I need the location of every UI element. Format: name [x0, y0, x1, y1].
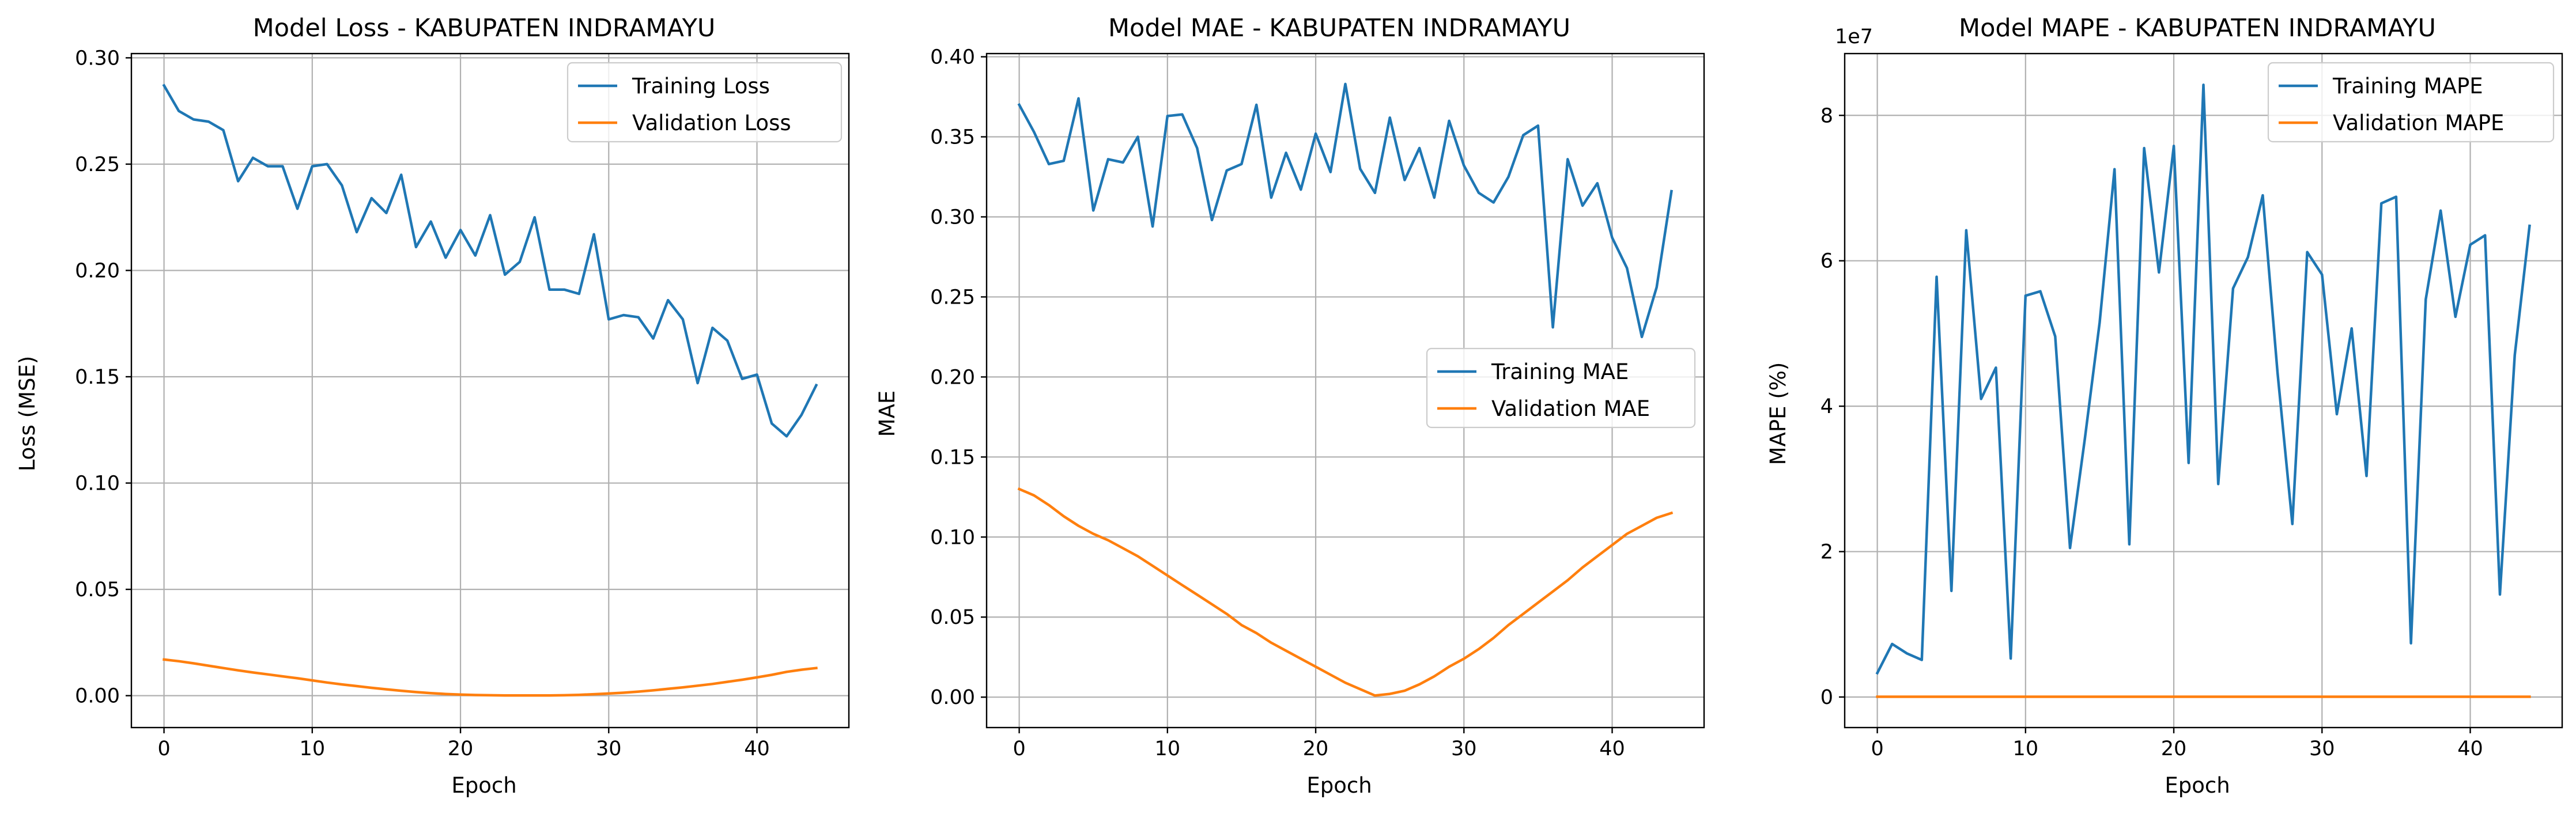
mape-legend: Training MAPE Validation MAPE: [2267, 62, 2555, 143]
mape-ytick-label: 8: [1820, 104, 1833, 127]
loss-series-line-0: [162, 84, 818, 438]
mape-xtick-label: 30: [2309, 737, 2335, 760]
loss-grid: [131, 54, 849, 728]
mae-series: [1017, 82, 1674, 697]
mae-series-line-0: [1017, 82, 1673, 339]
mape-chart: Model MAPE - KABUPATEN INDRAMAYU Epoch M…: [1766, 14, 2563, 798]
mae-ytick-label: 0.00: [930, 686, 975, 709]
mae-series-line-1: [1017, 487, 1674, 697]
mape-xtick-label: 10: [2013, 737, 2039, 760]
loss-ytick-label: 0.20: [75, 259, 120, 282]
mae-ytick-label: 0.30: [930, 206, 975, 229]
mae-xtick-label: 20: [1303, 737, 1329, 760]
loss-legend-label-0: Training Loss: [632, 74, 770, 99]
mape-ytick-label: 0: [1820, 686, 1833, 709]
mape-xtick-label: 20: [2161, 737, 2187, 760]
loss-legend-label-1: Validation Loss: [632, 111, 791, 135]
mae-ytick-label: 0.35: [930, 126, 975, 149]
mae-chart-title: Model MAE - KABUPATEN INDRAMAYU: [1108, 14, 1570, 43]
mae-plot-frame: [985, 52, 1705, 729]
loss-ytick-label: 0.10: [75, 472, 120, 495]
loss-ytick-label: 0.15: [75, 366, 120, 389]
mae-chart-ylabel: MAE: [875, 391, 900, 437]
loss-chart-title: Model Loss - KABUPATEN INDRAMAYU: [253, 14, 716, 43]
mae-ytick-label: 0.05: [930, 606, 975, 629]
mae-xtick-label: 0: [1013, 737, 1025, 760]
mae-ytick-label: 0.10: [930, 526, 975, 549]
mape-legend-label-1: Validation MAPE: [2333, 111, 2504, 135]
loss-plot-frame: [130, 52, 850, 729]
mape-ytick-label: 4: [1820, 395, 1833, 418]
mae-ytick-label: 0.40: [930, 46, 975, 69]
mape-plot-frame: [1844, 52, 2563, 729]
mae-legend-label-1: Validation MAE: [1491, 396, 1650, 421]
mae-ytick-label: 0.20: [930, 366, 975, 389]
mae-ytick-label: 0.25: [930, 286, 975, 309]
mape-chart-offset: 1e7: [1835, 25, 1873, 48]
mae-xtick-label: 40: [1599, 737, 1625, 760]
loss-legend-box: [566, 62, 843, 143]
mape-series: [1875, 84, 2531, 698]
loss-xtick-label: 40: [744, 737, 770, 760]
mae-legend-box: [1426, 347, 1696, 429]
loss-series-line-1: [163, 658, 818, 697]
mape-xtick-label: 0: [1871, 737, 1883, 760]
loss-ytick-label: 0.05: [75, 578, 120, 601]
mape-ytick-label: 2: [1820, 541, 1833, 564]
loss-ytick-label: 0.25: [75, 153, 120, 176]
mape-legend-label-0: Training MAPE: [2332, 74, 2483, 99]
mape-legend-box: [2267, 62, 2555, 143]
mae-legend-label-0: Training MAE: [1491, 359, 1629, 384]
loss-ytick-label: 0.30: [75, 47, 120, 70]
mae-chart-xlabel: Epoch: [1306, 773, 1372, 798]
mae-xtick-label: 10: [1155, 737, 1181, 760]
loss-xtick-label: 0: [157, 737, 170, 760]
mape-chart-ylabel: MAPE (%): [1766, 362, 1791, 465]
loss-xtick-label: 10: [300, 737, 326, 760]
mae-ytick-label: 0.15: [930, 446, 975, 469]
mape-series-line-0: [1875, 84, 2531, 675]
mae-xtick-label: 30: [1451, 737, 1477, 760]
loss-xtick-label: 20: [448, 737, 474, 760]
loss-xtick-label: 30: [596, 737, 622, 760]
mae-chart: Model MAE - KABUPATEN INDRAMAYU Epoch MA…: [875, 14, 1705, 798]
mape-xtick-label: 40: [2457, 737, 2483, 760]
mape-chart-title: Model MAPE - KABUPATEN INDRAMAYU: [1959, 14, 2436, 43]
loss-chart-ylabel: Loss (MSE): [15, 356, 40, 472]
loss-ytick-label: 0.00: [75, 685, 120, 708]
loss-series: [162, 84, 818, 697]
loss-legend: Training Loss Validation Loss: [566, 62, 843, 143]
mae-legend: Training MAE Validation MAE: [1426, 347, 1696, 429]
loss-chart: Model Loss - KABUPATEN INDRAMAYU Epoch L…: [15, 14, 850, 798]
mape-ytick-label: 6: [1820, 250, 1833, 273]
loss-chart-xlabel: Epoch: [451, 773, 516, 798]
mape-chart-xlabel: Epoch: [2165, 773, 2230, 798]
